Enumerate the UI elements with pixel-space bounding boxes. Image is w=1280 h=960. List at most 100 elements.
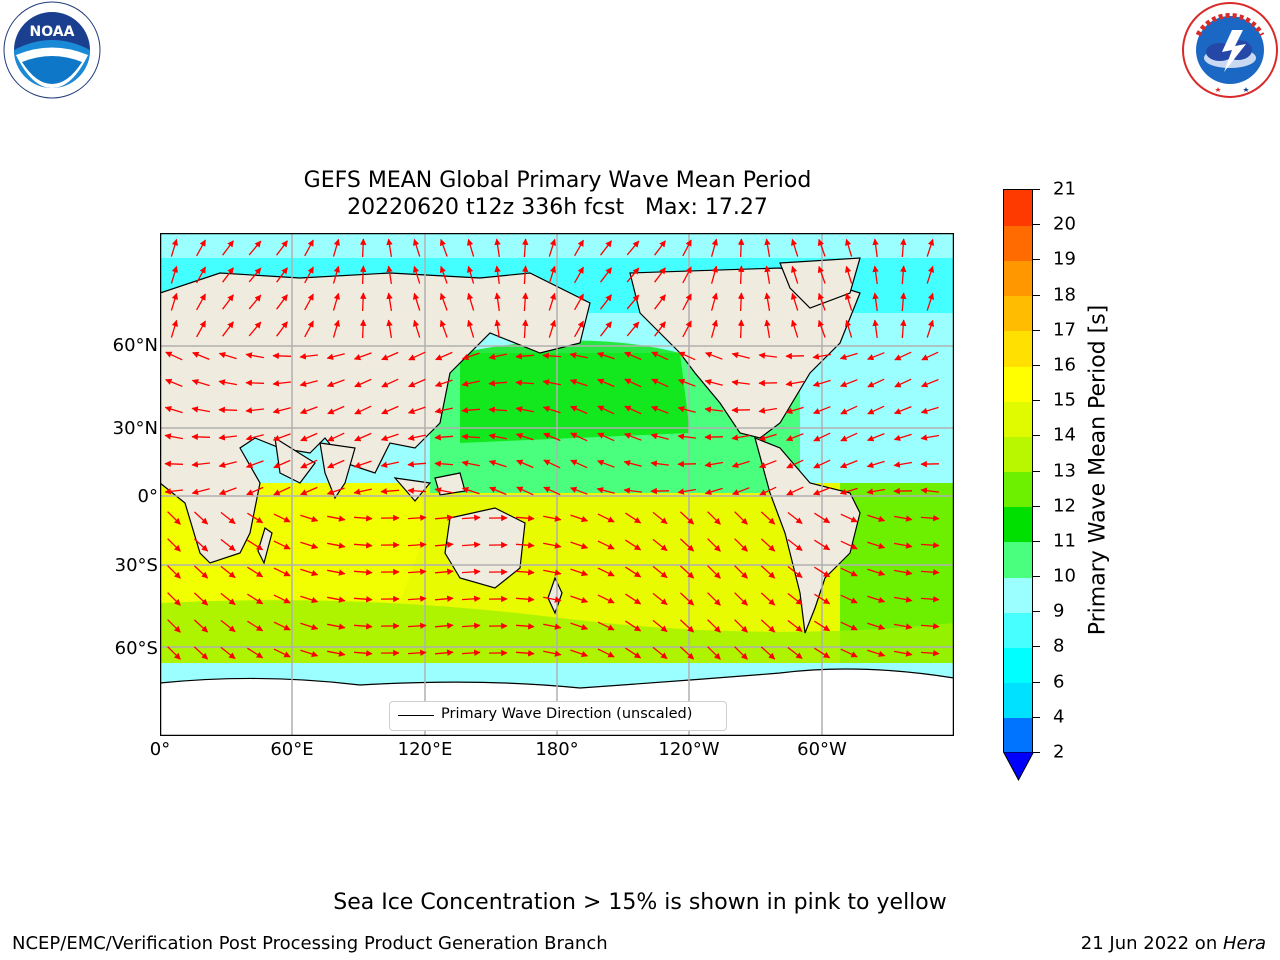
wave-arrow — [248, 294, 262, 310]
colorbar-tick-mark — [1033, 259, 1040, 261]
wave-arrow — [814, 539, 831, 551]
wave-arrow — [597, 378, 615, 388]
chart-title: GEFS MEAN Global Primary Wave Mean Perio… — [303, 168, 812, 193]
xtick-0: 0° — [149, 739, 171, 760]
wave-arrow — [327, 515, 346, 522]
wave-arrow — [597, 513, 615, 523]
wave-arrow — [300, 568, 319, 577]
wave-arrow — [926, 292, 935, 311]
wave-arrow — [407, 406, 426, 415]
wave-arrow — [300, 514, 319, 523]
wave-arrow — [407, 649, 427, 657]
wave-arrow — [893, 569, 913, 576]
wave-arrow — [677, 433, 696, 440]
wave-arrow — [839, 352, 858, 361]
wave-arrow — [548, 319, 557, 338]
wave-arrow — [353, 542, 373, 549]
wave-arrow — [164, 460, 184, 468]
wave-arrow — [327, 459, 345, 469]
wave-arrow — [920, 595, 940, 603]
wave-arrow — [434, 460, 454, 468]
wave-arrow — [920, 622, 940, 630]
wave-arrow — [543, 623, 562, 630]
colorbar-tick-label: 21 — [1053, 178, 1076, 200]
wave-arrow — [193, 511, 209, 525]
wave-arrow — [434, 568, 454, 575]
wave-arrow — [569, 378, 588, 387]
wave-arrow — [654, 294, 666, 310]
colorbar-segment — [1004, 260, 1032, 297]
colorbar-segment — [1004, 295, 1032, 332]
wave-arrow — [196, 293, 206, 311]
wave-arrow — [704, 351, 723, 360]
wave-arrow — [652, 619, 668, 633]
wave-arrow — [625, 512, 642, 524]
wave-arrow — [273, 567, 291, 577]
wave-arrow — [466, 265, 475, 284]
wave-arrow — [920, 514, 940, 522]
wave-arrow — [434, 649, 454, 656]
wave-arrow — [626, 267, 640, 283]
wave-arrow — [273, 594, 291, 604]
wave-arrow — [516, 486, 534, 496]
footer-credit: NCEP/EMC/Verification Post Processing Pr… — [12, 933, 608, 954]
wave-arrow — [276, 294, 288, 310]
wave-arrow — [920, 406, 939, 415]
wave-arrow — [866, 460, 885, 469]
wave-arrow — [707, 538, 721, 552]
wave-arrow — [167, 538, 181, 552]
wave-arrow — [220, 619, 236, 633]
wave-arrow — [461, 622, 481, 630]
wave-arrow — [596, 459, 615, 468]
wave-arrow — [515, 379, 535, 387]
colorbar-tick-label: 13 — [1053, 460, 1076, 481]
ytick-60n: 60°N — [112, 335, 158, 356]
wave-arrow — [245, 379, 265, 387]
wave-arrow — [434, 487, 453, 494]
wave-arrow — [412, 292, 421, 311]
wave-arrow — [220, 511, 236, 525]
north-atlantic-field — [800, 343, 954, 483]
wave-arrow — [220, 646, 236, 660]
wave-arrow — [867, 378, 885, 388]
wave-arrow — [332, 319, 340, 338]
wave-arrow — [327, 432, 345, 442]
wave-arrow — [515, 596, 535, 603]
wave-arrow — [760, 511, 776, 525]
wave-arrow — [597, 648, 615, 658]
wave-arrow — [548, 265, 557, 284]
wave-arrow — [488, 353, 507, 360]
wave-arrow — [678, 351, 696, 361]
wave-arrow — [704, 487, 723, 496]
wave-arrow — [381, 378, 399, 388]
wave-arrow — [926, 319, 935, 338]
wave-arrow — [814, 566, 831, 578]
wave-arrow — [542, 352, 562, 360]
wave-arrow — [304, 266, 314, 284]
wave-arrow — [812, 353, 832, 360]
wave-arrow — [191, 461, 210, 468]
wave-arrow — [596, 351, 615, 360]
ytick-30s: 30°S — [114, 555, 158, 576]
wave-arrow — [758, 433, 777, 442]
wave-arrow — [515, 515, 535, 522]
wave-arrow — [785, 406, 804, 415]
wave-arrow — [164, 405, 183, 414]
wave-arrow — [654, 267, 666, 283]
wave-arrow — [543, 432, 561, 442]
wave-arrow — [570, 514, 589, 523]
wave-arrow — [407, 434, 426, 441]
colorbar-tick-mark — [1033, 224, 1040, 226]
wave-arrow — [408, 378, 426, 388]
colorbar-tick-mark — [1033, 540, 1040, 542]
wave-arrow — [759, 486, 777, 496]
footer-date-text: 21 Jun 2022 on — [1080, 933, 1223, 954]
wave-arrow — [461, 568, 481, 576]
wave-arrow — [682, 239, 692, 257]
wave-arrow — [220, 592, 236, 606]
wave-arrow — [304, 293, 314, 311]
wave-arrow — [787, 592, 803, 606]
wave-arrow — [760, 592, 776, 606]
wave-arrow — [461, 649, 481, 657]
wave-arrow — [731, 352, 750, 359]
